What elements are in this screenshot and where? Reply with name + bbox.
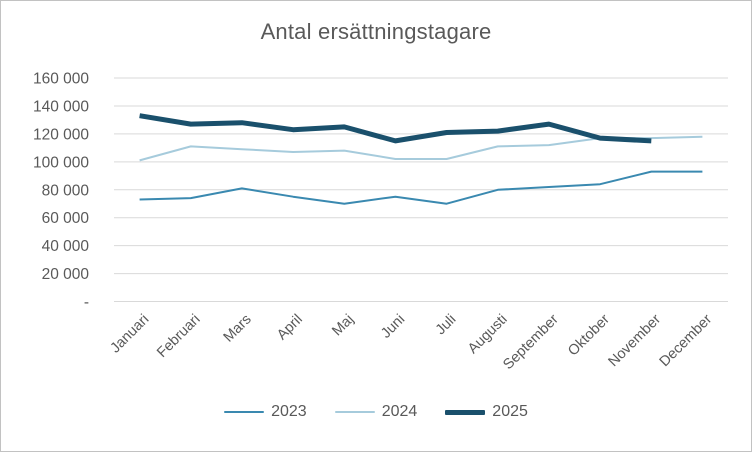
y-axis-tick-label: 160 000 <box>33 71 89 88</box>
legend-swatch-2025 <box>445 409 486 415</box>
y-axis-tick-label: 140 000 <box>33 98 89 115</box>
legend-item-2025: 2025 <box>445 403 528 421</box>
chart-legend: 2023 2024 2025 <box>1 403 751 421</box>
x-axis-tick-label: Maj <box>329 312 357 340</box>
x-axis-tick-label: November <box>605 311 664 370</box>
x-axis-tick-label: Juni <box>378 312 408 342</box>
legend-item-2024: 2024 <box>334 403 418 421</box>
legend-swatch-2023 <box>224 411 265 413</box>
x-axis-tick-label: Mars <box>221 312 255 346</box>
x-axis-tick-label: Januari <box>107 312 152 357</box>
y-axis-tick-label: 80 000 <box>42 182 90 199</box>
legend-label-2023: 2023 <box>271 403 307 420</box>
x-axis-tick-label: December <box>657 311 716 370</box>
x-axis-tick-label: Juli <box>433 312 460 339</box>
x-axis-tick-label: Februari <box>154 312 203 361</box>
legend-swatch-2024 <box>334 411 375 413</box>
y-axis-tick-label: 120 000 <box>33 126 89 143</box>
x-axis-tick-label: April <box>274 312 306 344</box>
y-axis-tick-label: - <box>84 294 89 311</box>
y-axis-tick-label: 20 000 <box>42 266 90 283</box>
x-axis-tick-label: Augusti <box>465 312 511 358</box>
y-axis-tick-label: 100 000 <box>33 154 89 171</box>
x-axis-tick-label: Oktober <box>565 311 613 359</box>
legend-label-2025: 2025 <box>492 403 528 420</box>
y-axis-tick-label: 60 000 <box>42 210 90 227</box>
series-line-2023 <box>139 170 703 205</box>
x-axis-tick-label: September <box>500 311 562 373</box>
series-line-2025 <box>139 113 652 144</box>
legend-label-2024: 2024 <box>381 403 418 420</box>
chart-title: Antal ersättningstagare <box>260 19 492 44</box>
y-axis-tick-label: 40 000 <box>42 238 90 255</box>
legend-item-2023: 2023 <box>224 403 307 421</box>
